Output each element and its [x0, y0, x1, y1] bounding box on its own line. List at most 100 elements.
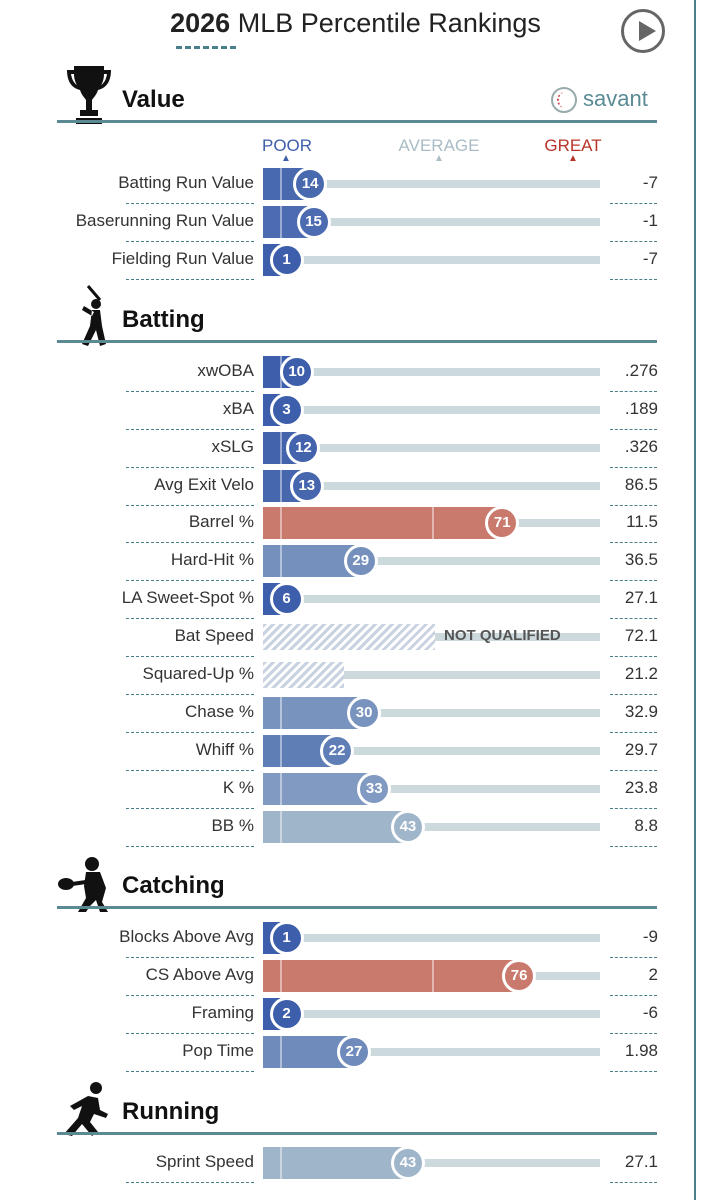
percentile-badge[interactable]: 12	[286, 431, 321, 465]
metric-value: 72.1	[624, 626, 658, 645]
row-divider	[126, 203, 254, 204]
bar-tick	[431, 507, 434, 539]
savant-logo[interactable]: savant	[551, 86, 648, 114]
percentile-badge[interactable]: 76	[502, 959, 537, 993]
not-qualified-label: NOT QUALIFIED	[444, 627, 561, 644]
percentile-badge[interactable]: 30	[347, 696, 382, 730]
percentile-badge[interactable]: 33	[357, 772, 392, 806]
play-icon[interactable]	[621, 9, 665, 53]
row-divider	[610, 1033, 657, 1034]
metric-value: 29.7	[624, 740, 658, 759]
percentile-badge[interactable]: 29	[343, 544, 378, 578]
percentile-badge[interactable]: 43	[390, 1146, 425, 1180]
metric-value: 11.5	[626, 512, 658, 531]
metric-label: xwOBA	[197, 361, 254, 380]
metric-label: xSLG	[211, 437, 254, 456]
metric-label: Pop Time	[182, 1041, 254, 1060]
batter-icon	[82, 285, 106, 346]
metric-value: 32.9	[624, 702, 658, 721]
percentile-badge[interactable]: 22	[320, 734, 355, 768]
bar-tick	[279, 735, 282, 767]
metric-value: -7	[642, 173, 658, 192]
percentile-badge[interactable]: 15	[296, 205, 331, 239]
legend-great-label: GREAT	[544, 136, 602, 155]
percentile-track	[263, 444, 600, 452]
percentile-badge[interactable]: 1	[269, 243, 304, 277]
percentile-badge[interactable]: 13	[289, 469, 324, 503]
metric-value: -7	[642, 249, 658, 268]
row-divider	[610, 1182, 657, 1183]
percentile-track	[263, 406, 600, 414]
average-marker-icon: ▲	[434, 153, 444, 164]
percentile-badge[interactable]: 6	[269, 582, 304, 616]
row-divider	[610, 391, 657, 392]
percentile-bar[interactable]	[263, 507, 503, 539]
bar-tick	[279, 168, 282, 200]
metric-label: K %	[222, 778, 254, 797]
row-divider	[126, 808, 254, 809]
percentile-badge[interactable]: 1	[269, 921, 304, 955]
percentile-badge[interactable]: 2	[269, 997, 304, 1031]
percentile-track	[263, 934, 600, 942]
metric-value: 1.98	[624, 1041, 658, 1060]
percentile-track	[263, 180, 600, 188]
section-title-batting: Batting	[122, 306, 205, 333]
metric-value: 27.1	[624, 1152, 658, 1171]
legend-average-label: AVERAGE	[398, 136, 480, 155]
row-divider	[126, 995, 254, 996]
metric-value: -9	[642, 927, 658, 946]
metric-label: Hard-Hit %	[170, 550, 254, 569]
row-divider	[126, 391, 254, 392]
section-divider	[57, 340, 657, 343]
card-border	[694, 0, 696, 1200]
percentile-bar[interactable]	[263, 773, 375, 805]
percentile-badge[interactable]: 14	[293, 167, 328, 201]
row-divider	[610, 203, 657, 204]
percentile-bar[interactable]	[263, 960, 520, 992]
metric-value: -6	[642, 1003, 658, 1022]
row-divider	[610, 618, 657, 619]
row-divider	[610, 580, 657, 581]
baseball-icon	[551, 87, 577, 114]
row-divider	[126, 732, 254, 733]
percentile-badge[interactable]: 27	[336, 1035, 371, 1069]
percentile-badge[interactable]: 10	[279, 355, 314, 389]
percentile-badge[interactable]: 3	[269, 393, 304, 427]
metric-value: 8.8	[634, 816, 658, 835]
savant-label: savant	[583, 86, 648, 111]
percentile-track	[263, 785, 600, 793]
percentile-track	[263, 823, 600, 831]
metric-label: xBA	[222, 399, 254, 418]
metric-label: Batting Run Value	[118, 173, 254, 192]
page-title: 2026 MLB Percentile Rankings	[0, 8, 711, 39]
row-divider	[126, 241, 254, 242]
percentile-track	[263, 1159, 600, 1167]
title-year: 2026	[170, 8, 231, 38]
percentile-track	[263, 595, 600, 603]
metric-label: Whiff %	[195, 740, 254, 759]
metric-label: Framing	[191, 1003, 254, 1022]
trophy-icon	[67, 66, 111, 124]
percentile-badge[interactable]: 71	[485, 506, 520, 540]
metric-label: Sprint Speed	[155, 1152, 254, 1171]
percentile-bar[interactable]	[263, 1147, 408, 1179]
percentile-bar[interactable]	[263, 545, 361, 577]
row-divider	[126, 542, 254, 543]
row-divider	[126, 505, 254, 506]
percentile-badge[interactable]: 43	[390, 810, 425, 844]
row-divider	[126, 618, 254, 619]
bar-tick	[279, 206, 282, 238]
percentile-bar[interactable]	[263, 811, 408, 843]
title-text: MLB Percentile Rankings	[237, 8, 541, 38]
percentile-track	[263, 218, 600, 226]
not-qualified-bar	[263, 624, 435, 650]
metric-label: Baserunning Run Value	[75, 211, 254, 230]
great-marker-icon: ▲	[568, 153, 578, 164]
bar-tick	[279, 545, 282, 577]
metric-label: BB %	[211, 816, 254, 835]
row-divider	[126, 770, 254, 771]
poor-marker-icon: ▲	[281, 153, 291, 164]
row-divider	[126, 957, 254, 958]
row-divider	[126, 846, 254, 847]
metric-label: Blocks Above Avg	[119, 927, 254, 946]
